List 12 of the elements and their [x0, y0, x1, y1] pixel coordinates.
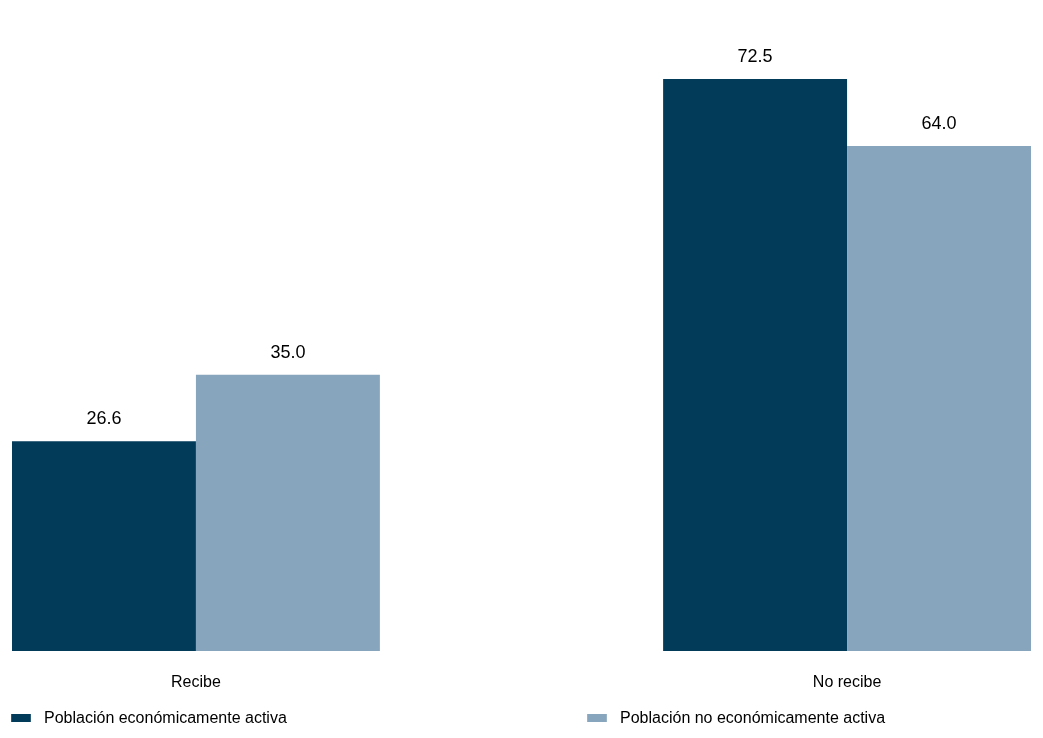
legend-label: Población económicamente activa — [44, 709, 287, 726]
legend-label: Población no económicamente activa — [620, 709, 886, 726]
x-tick-label: No recibe — [812, 672, 882, 690]
data-label: 35.0 — [270, 341, 306, 362]
bar — [12, 441, 196, 651]
x-tick-label: Recibe — [171, 672, 221, 690]
bar — [847, 146, 1031, 651]
data-label: 64.0 — [921, 113, 957, 134]
bar — [195, 374, 380, 651]
data-label: 26.6 — [86, 408, 122, 429]
data-label: 72.5 — [737, 46, 773, 66]
bar — [663, 79, 848, 651]
